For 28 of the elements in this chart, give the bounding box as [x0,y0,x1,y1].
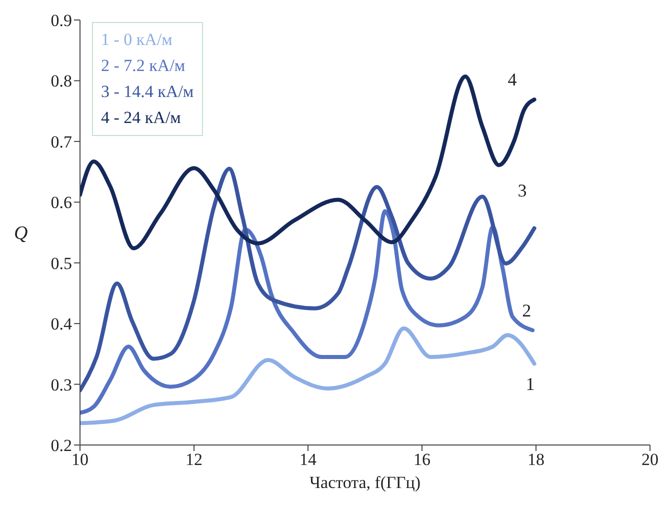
y-tick-label: 0.9 [50,11,72,30]
text: 1 - 0 кА/м [101,29,174,51]
annotation: 1 [526,374,535,394]
x-tick-label: 10 [72,450,88,470]
text: 2 - 7.2 кА/м [101,55,186,77]
x-tick-label: 12 [186,450,202,470]
text: 3 - 14.4 кА/м [101,81,194,103]
line-series [80,326,536,426]
y-tick-label: 0.4 [50,314,72,334]
y-tick-label: 0.6 [50,193,72,212]
y-tick-label: 0.5 [50,254,72,273]
x-tick-label: 18 [528,450,544,470]
annotation: 2 [522,300,532,320]
x-axis-title: Частота, f(ГГц) [309,473,421,492]
x-tick-label: 16 [414,450,430,470]
y-tick-label: 0.7 [50,132,72,152]
x-tick-label: 14 [300,450,317,470]
y-tick-label: 0.2 [50,436,72,456]
y-tick-label: 0.3 [50,375,72,394]
text: 4 - 24 кА/м [101,107,182,129]
x-tick-label: 20 [642,450,658,470]
y-axis-title: Q [14,223,28,244]
line-series [80,74,536,250]
line-series [80,209,535,415]
line-series [80,166,536,392]
annotation: 4 [508,70,517,90]
y-tick-label: 0.8 [50,72,72,91]
annotation: 3 [518,180,527,200]
